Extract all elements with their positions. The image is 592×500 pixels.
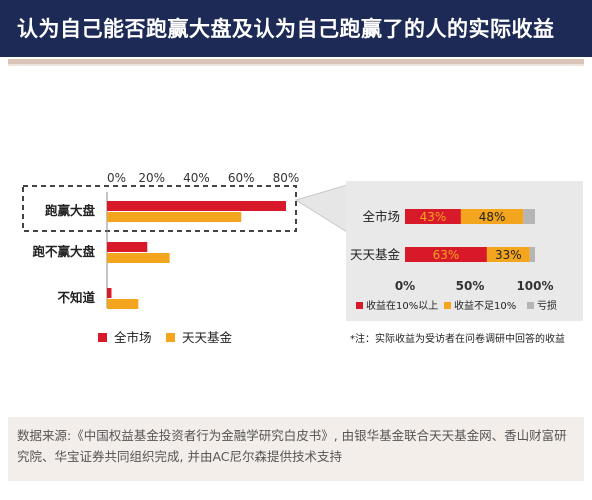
bar [107, 201, 286, 211]
header-divider [8, 59, 584, 64]
page-title: 认为自己能否跑赢大盘及认为自己跑赢了的人的实际收益 [17, 17, 555, 41]
x-tick-label: 0% [107, 171, 126, 185]
highlight-box [22, 185, 297, 232]
chart-footnote: *注：实际收益为受访者在问卷调研中回答的收益 [350, 332, 565, 345]
legend-swatch [527, 302, 534, 309]
category-label: 跑不赢大盘 [32, 244, 95, 259]
legend-swatch [444, 302, 451, 309]
x-tick-label: 40% [183, 171, 210, 185]
bar-segment [523, 209, 535, 224]
category-label: 天天基金 [350, 247, 401, 262]
x-tick-label: 20% [138, 171, 165, 185]
bar-segment [529, 247, 535, 262]
bar-segment [405, 247, 487, 262]
legend-swatch [356, 302, 363, 309]
bar [107, 299, 139, 309]
header-bar: 认为自己能否跑赢大盘及认为自己跑赢了的人的实际收益 [0, 0, 592, 57]
bar-segment [460, 209, 524, 224]
category-label: 全市场 [362, 209, 400, 224]
x-tick-label: 50% [456, 279, 485, 293]
x-tick-label: 0% [395, 279, 415, 293]
legend-label: 全市场 [114, 330, 152, 345]
data-label: 63% [433, 248, 460, 262]
x-tick-label: 60% [228, 171, 255, 185]
data-label: 43% [420, 210, 447, 224]
header-divider-light [8, 64, 584, 66]
bar-segment [486, 247, 530, 262]
source-note: 数据来源:《中国权益基金投资者行为金融学研究白皮书》, 由银华基金联合天天基金网… [17, 428, 567, 464]
legend-swatch [98, 333, 107, 342]
x-tick-label: 100% [516, 279, 553, 293]
data-label: 48% [479, 210, 506, 224]
bar [107, 253, 170, 263]
legend-swatch [166, 333, 175, 342]
bar [107, 212, 242, 222]
legend-label: 天天基金 [182, 330, 233, 345]
legend-label: 收益在10%以上 [366, 299, 438, 312]
source-box [8, 417, 584, 481]
legend-label: 亏损 [537, 299, 557, 312]
category-label: 跑赢大盘 [45, 203, 96, 218]
bar-segment [405, 209, 461, 224]
bar [107, 242, 148, 252]
bar [107, 288, 112, 298]
data-label: 33% [495, 248, 522, 262]
x-tick-label: 80% [273, 171, 300, 185]
callout-connector [294, 184, 348, 233]
category-label: 不知道 [57, 290, 95, 305]
legend-label: 收益不足10% [454, 299, 516, 312]
